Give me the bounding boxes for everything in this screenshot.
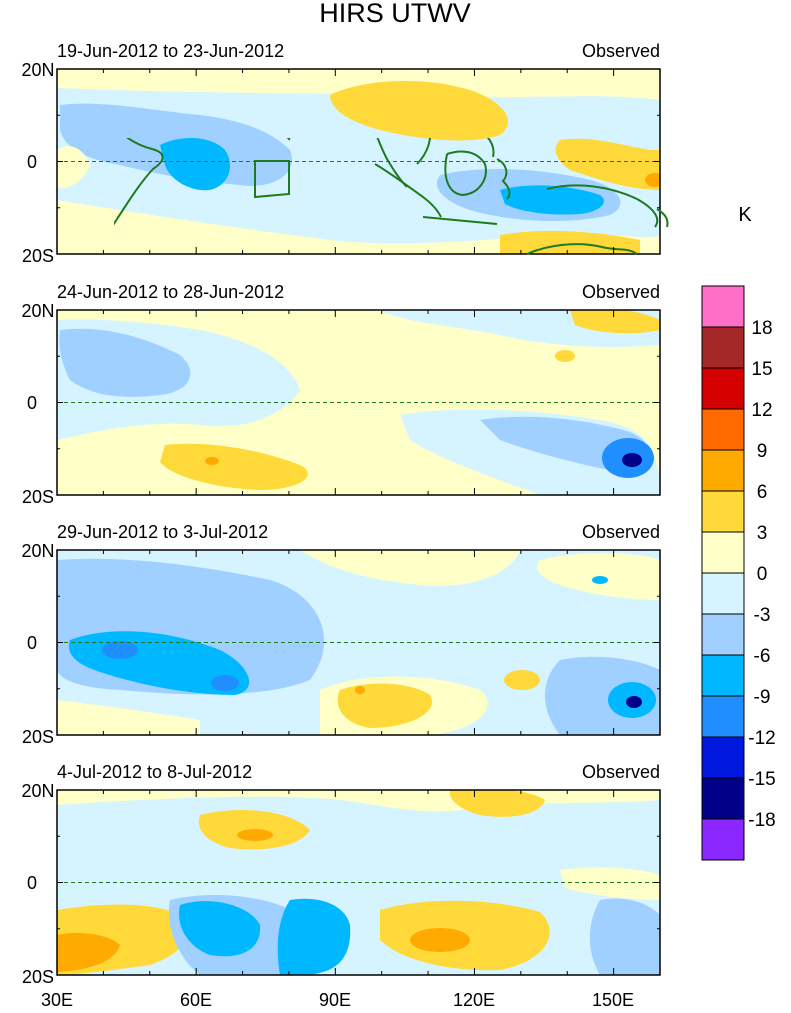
axis-ticks: [56, 68, 661, 976]
coastline-segment: [526, 243, 638, 255]
lat-label-20s-p4: 20S: [22, 967, 54, 987]
panel-4-period: 4-Jul-2012 to 8-Jul-2012: [57, 762, 252, 782]
map-panel-4: 4-Jul-2012 to 8-Jul-2012 Observed: [56, 762, 661, 976]
map-panel-2: 24-Jun-2012 to 28-Jun-2012 Observed: [56, 282, 661, 496]
colorbar-tick-label: 15: [751, 359, 772, 380]
colorbar-box: [701, 367, 745, 410]
coastline-segment: [546, 184, 659, 228]
lat-label-20s-p1: 20S: [22, 246, 54, 266]
colorbar-tick-label: -12: [748, 728, 775, 749]
colorbar-tick-label: -18: [748, 810, 775, 831]
colorbar-box: [701, 285, 745, 328]
lat-label-20n-p1: 20N: [21, 60, 54, 80]
colorbar-box: [701, 408, 745, 451]
colorbar-tick-label: 12: [751, 400, 772, 421]
colorbar-tick-label: 3: [757, 523, 768, 544]
axis-labels: 20N 0 20S 20N 0 20S 20N 0 20S 20N 0 20S …: [21, 60, 634, 1010]
lat-label-20n-p3: 20N: [21, 541, 54, 561]
colorbar-tick-label: -3: [754, 605, 771, 626]
lat-label-20s-p2: 20S: [22, 487, 54, 507]
colorbar-box: [701, 818, 745, 861]
colorbar-box: [701, 695, 745, 738]
figure-title: HIRS UTWV: [319, 0, 471, 28]
colorbar-tick-label: 6: [757, 482, 768, 503]
colorbar-box: [701, 490, 745, 533]
lat-label-eq-p1: 0: [27, 152, 37, 172]
lon-label-120e: 120E: [453, 990, 495, 1010]
region-box: [254, 160, 290, 199]
coastlines: [114, 138, 669, 255]
lat-label-eq-p3: 0: [27, 633, 37, 653]
panel-2-label: Observed: [582, 282, 660, 302]
coastline-segment: [114, 138, 164, 226]
colorbar-box: [701, 572, 745, 615]
coastline-segment: [416, 138, 431, 165]
map-panel-1: 19-Jun-2012 to 23-Jun-2012 Observed: [56, 41, 661, 255]
colorbar-tick-label: 18: [751, 318, 772, 339]
coastline-segment: [287, 138, 291, 140]
coastline-segment: [496, 158, 511, 200]
coastline-segment: [444, 150, 487, 197]
colorbar: K 18 15 12 9 6 3 0 -3 -6 -9 -12 -15 -18: [701, 204, 776, 861]
colorbar-box: [701, 326, 745, 369]
coastline-segment: [422, 216, 498, 225]
lat-label-eq-p2: 0: [27, 393, 37, 413]
colorbar-tick-label: -6: [754, 646, 771, 667]
colorbar-tick-label: -15: [748, 769, 775, 790]
panel-1-label: Observed: [582, 41, 660, 61]
colorbar-box: [701, 613, 745, 656]
colorbar-box: [701, 531, 745, 574]
coastline-segment: [376, 138, 408, 188]
colorbar-tick-label: 9: [757, 441, 768, 462]
colorbar-box: [701, 654, 745, 697]
lat-label-20s-p3: 20S: [22, 727, 54, 747]
lon-label-90e: 90E: [319, 990, 351, 1010]
colorbar-labels: 18 15 12 9 6 3 0 -3 -6 -9 -12 -15 -18: [748, 318, 775, 831]
lat-label-20n-p2: 20N: [21, 301, 54, 321]
lat-label-20n-p4: 20N: [21, 781, 54, 801]
coastline-segment: [486, 138, 495, 158]
panel-2-period: 24-Jun-2012 to 28-Jun-2012: [57, 282, 284, 302]
colorbar-tick-label: -9: [754, 687, 771, 708]
lon-label-150e: 150E: [592, 990, 634, 1010]
colorbar-box: [701, 449, 745, 492]
colorbar-box: [701, 736, 745, 779]
panel-1-period: 19-Jun-2012 to 23-Jun-2012: [57, 41, 284, 61]
lon-label-60e: 60E: [180, 990, 212, 1010]
lon-label-30e: 30E: [41, 990, 73, 1010]
map-panel-3: 29-Jun-2012 to 3-Jul-2012 Observed: [56, 522, 661, 736]
lat-label-eq-p4: 0: [27, 873, 37, 893]
colorbar-tick-label: 0: [757, 564, 768, 585]
panel-3-label: Observed: [582, 522, 660, 542]
coastline-segment: [374, 163, 442, 218]
colorbar-box: [701, 777, 745, 820]
coastline-panel-1: [114, 138, 669, 255]
panel-3-period: 29-Jun-2012 to 3-Jul-2012: [57, 522, 268, 542]
coastline-segment: [656, 208, 669, 228]
panel-4-label: Observed: [582, 762, 660, 782]
colorbar-unit: K: [738, 204, 752, 226]
colorbar-boxes: [701, 285, 745, 861]
